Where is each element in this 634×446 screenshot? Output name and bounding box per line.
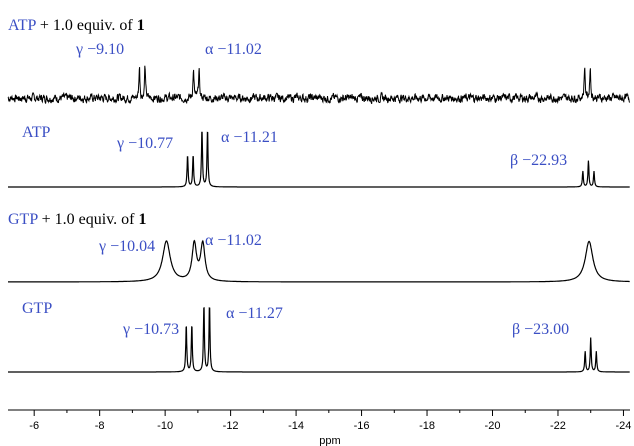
spectrum-trace-4 bbox=[8, 307, 630, 373]
x-tick-label: -22 bbox=[550, 420, 566, 432]
x-tick-label: -12 bbox=[223, 420, 239, 432]
x-tick-label: -18 bbox=[419, 420, 435, 432]
peak-label: γ −9.10 bbox=[75, 41, 124, 58]
peak-label: γ −10.77 bbox=[116, 135, 173, 152]
peak-label: α −11.02 bbox=[205, 41, 262, 58]
x-axis-title: ppm bbox=[319, 435, 340, 446]
x-tick-label: -10 bbox=[157, 420, 173, 432]
spectrum-trace-2 bbox=[8, 131, 630, 188]
peak-label: γ −10.73 bbox=[122, 321, 179, 338]
x-tick-label: -8 bbox=[95, 420, 105, 432]
peak-label: α −11.02 bbox=[205, 232, 262, 249]
peak-label: γ −10.04 bbox=[98, 238, 155, 255]
x-tick-label: -20 bbox=[485, 420, 501, 432]
spectrum-4-title: GTP bbox=[22, 300, 52, 317]
peak-label: α −11.27 bbox=[226, 305, 283, 322]
spectrum-2-title: ATP bbox=[22, 124, 51, 141]
spectrum-trace-1 bbox=[7, 65, 631, 105]
x-tick-label: -24 bbox=[615, 420, 631, 432]
spectrum-3-title: GTP + 1.0 equiv. of 1 bbox=[8, 211, 147, 228]
x-tick-label: -16 bbox=[354, 420, 370, 432]
peak-label: α −11.21 bbox=[221, 129, 278, 146]
x-axis: -6 -8 -10 -12 -14 -16 -18 -20 -22 -24 bbox=[8, 409, 631, 432]
peak-label: β −23.00 bbox=[512, 321, 569, 338]
peak-label: β −22.93 bbox=[510, 152, 567, 169]
x-tick-label: -6 bbox=[29, 420, 39, 432]
spectrum-1-title: ATP + 1.0 equiv. of 1 bbox=[8, 17, 145, 34]
spectrum-trace-3 bbox=[8, 239, 630, 283]
spectra-traces bbox=[7, 65, 631, 373]
x-tick-label: -14 bbox=[288, 420, 304, 432]
